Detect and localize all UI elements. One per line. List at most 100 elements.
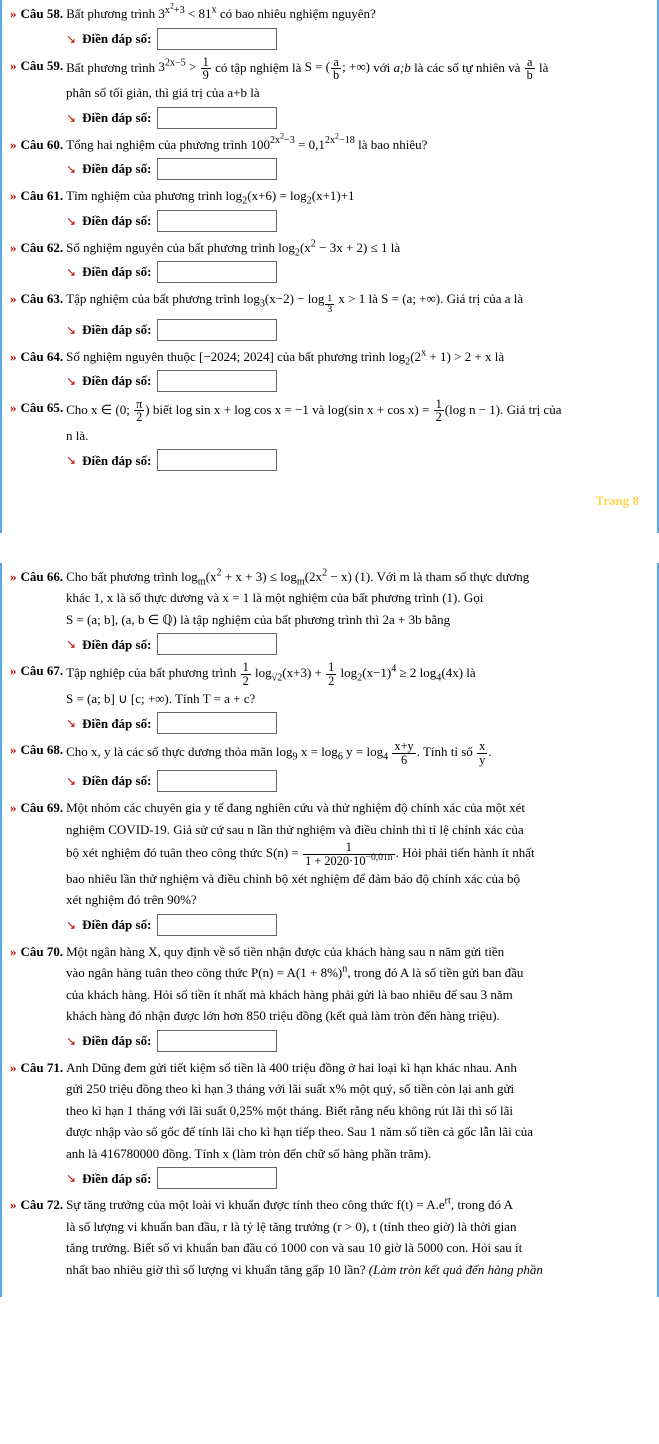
question-head: »Câu 71.Anh Dũng đem gửi tiết kiệm số ti…: [10, 1058, 649, 1078]
answer-arrow-icon: ↘: [66, 212, 76, 230]
question: »Câu 63.Tập nghiệm của bất phương trình …: [10, 289, 649, 340]
answer-arrow-icon: ↘: [66, 635, 76, 653]
question-continuation: n là.: [66, 426, 649, 446]
answer-arrow-icon: ↘: [66, 714, 76, 732]
answer-arrow-icon: ↘: [66, 321, 76, 339]
bullet-icon: »: [10, 56, 17, 76]
question-head: »Câu 70.Một ngân hàng X, quy định về số …: [10, 942, 649, 962]
question-head: »Câu 59.Bất phương trình 32x−5 > 19 có t…: [10, 56, 649, 82]
answer-input[interactable]: [157, 28, 277, 50]
question-continuation: khách hàng đó nhận được lớn hơn 850 triệ…: [66, 1006, 649, 1026]
answer-arrow-icon: ↘: [66, 263, 76, 281]
question-head: »Câu 64.Số nghiệm nguyên thuộc [−2024; 2…: [10, 347, 649, 367]
question: »Câu 70.Một ngân hàng X, quy định về số …: [10, 942, 649, 1052]
question-head: »Câu 66.Cho bất phương trình logm(x2 + x…: [10, 567, 649, 587]
answer-row: ↘ Điền đáp số:: [66, 449, 649, 471]
answer-arrow-icon: ↘: [66, 109, 76, 127]
answer-input[interactable]: [157, 261, 277, 283]
bullet-icon: »: [10, 661, 17, 681]
question-continuation: vào ngân hàng tuân theo công thức P(n) =…: [66, 963, 649, 983]
question: »Câu 67.Tập nghiệp của bất phương trình …: [10, 661, 649, 734]
question-number: Câu 60.: [21, 135, 64, 155]
question-text: Tìm nghiệm của phương trình log2(x+6) = …: [66, 186, 649, 206]
answer-label: Điền đáp số:: [82, 29, 151, 49]
question-head: »Câu 72.Sự tăng trưởng của một loài vi k…: [10, 1195, 649, 1215]
bullet-icon: »: [10, 798, 17, 818]
question-continuation: bao nhiêu lần thử nghiệm và điều chỉnh b…: [66, 869, 649, 889]
question: »Câu 58.Bất phương trình 3x2+3 < 81x có …: [10, 4, 649, 50]
answer-arrow-icon: ↘: [66, 1169, 76, 1187]
answer-arrow-icon: ↘: [66, 372, 76, 390]
question-text: Tập nghiệp của bất phương trình 12 log√2…: [66, 661, 649, 687]
answer-input[interactable]: [157, 158, 277, 180]
question-text: Anh Dũng đem gửi tiết kiệm số tiền là 40…: [66, 1058, 649, 1078]
question: »Câu 69.Một nhóm các chuyên gia y tế đan…: [10, 798, 649, 936]
question-text: Bất phương trình 32x−5 > 19 có tập nghiệ…: [66, 56, 649, 82]
answer-row: ↘Điền đáp số:: [66, 370, 649, 392]
question-text: Cho x ∈ (0; π2) biết log sin x + log cos…: [66, 398, 649, 424]
answer-row: ↘Điền đáp số:: [66, 107, 649, 129]
answer-arrow-icon: ↘: [66, 451, 76, 469]
answer-row: ↘Điền đáp số:: [66, 914, 649, 936]
question-text: Một ngân hàng X, quy định về số tiền nhậ…: [66, 942, 649, 962]
answer-label: Điền đáp số:: [82, 635, 151, 655]
bullet-icon: »: [10, 567, 17, 587]
question-text: Tập nghiệm của bất phương trình log3(x−2…: [66, 289, 649, 314]
question-continuation: theo kì hạn 1 tháng với lãi suất 0,25% m…: [66, 1101, 649, 1121]
bullet-icon: »: [10, 740, 17, 760]
answer-label: Điền đáp số:: [82, 714, 151, 734]
question: »Câu 61.Tìm nghiệm của phương trình log2…: [10, 186, 649, 232]
question-text: Bất phương trình 3x2+3 < 81x có bao nhiê…: [66, 4, 649, 24]
question: »Câu 60.Tổng hai nghiệm của phương trình…: [10, 135, 649, 181]
answer-input[interactable]: [157, 107, 277, 129]
question-continuation: nhất bao nhiêu giờ thì số lượng vi khuẩn…: [66, 1260, 649, 1280]
bullet-icon: »: [10, 398, 17, 418]
question-head: »Câu 68.Cho x, y là các số thực dương th…: [10, 740, 649, 766]
answer-input[interactable]: [157, 210, 277, 232]
answer-input[interactable]: [157, 914, 277, 936]
question-number: Câu 62.: [21, 238, 64, 258]
answer-input[interactable]: [157, 370, 277, 392]
answer-input[interactable]: [157, 633, 277, 655]
question: »Câu 71.Anh Dũng đem gửi tiết kiệm số ti…: [10, 1058, 649, 1190]
answer-row: ↘Điền đáp số:: [66, 1030, 649, 1052]
bullet-icon: »: [10, 1058, 17, 1078]
answer-input[interactable]: [157, 449, 277, 471]
question-continuation: gửi 250 triệu đồng theo kì hạn 3 tháng v…: [66, 1079, 649, 1099]
question-text: Cho bất phương trình logm(x2 + x + 3) ≤ …: [66, 567, 649, 587]
answer-row: ↘Điền đáp số:: [66, 261, 649, 283]
answer-label: Điền đáp số:: [82, 915, 151, 935]
answer-input[interactable]: [157, 1167, 277, 1189]
question-number: Câu 59.: [21, 56, 64, 76]
answer-row: ↘Điền đáp số:: [66, 28, 649, 50]
question: »Câu 66.Cho bất phương trình logm(x2 + x…: [10, 567, 649, 656]
answer-label: Điền đáp số:: [82, 1031, 151, 1051]
question-head: »Câu 67.Tập nghiệp của bất phương trình …: [10, 661, 649, 687]
bullet-icon: »: [10, 186, 17, 206]
question-list-1: »Câu 58.Bất phương trình 3x2+3 < 81x có …: [10, 4, 649, 471]
bullet-icon: »: [10, 238, 17, 258]
question-number: Câu 67.: [21, 661, 64, 681]
bullet-icon: »: [10, 1195, 17, 1215]
question-continuation: xét nghiệm đó trên 90%?: [66, 890, 649, 910]
answer-arrow-icon: ↘: [66, 160, 76, 178]
question-number: Câu 66.: [21, 567, 64, 587]
question: »Câu 59.Bất phương trình 32x−5 > 19 có t…: [10, 56, 649, 129]
answer-row: ↘Điền đáp số:: [66, 158, 649, 180]
answer-label: Điền đáp số:: [82, 771, 151, 791]
answer-label: Điền đáp số:: [82, 451, 151, 471]
answer-input[interactable]: [157, 319, 277, 341]
answer-row: ↘Điền đáp số:: [66, 210, 649, 232]
answer-input[interactable]: [157, 1030, 277, 1052]
question-head: »Câu 65.Cho x ∈ (0; π2) biết log sin x +…: [10, 398, 649, 424]
page-2: »Câu 66.Cho bất phương trình logm(x2 + x…: [0, 563, 659, 1298]
answer-input[interactable]: [157, 770, 277, 792]
question-text: Sự tăng trưởng của một loài vi khuẩn đượ…: [66, 1195, 649, 1215]
question-continuation: bộ xét nghiệm đó tuân theo công thức S(n…: [66, 841, 649, 867]
question-number: Câu 63.: [21, 289, 64, 309]
question-text: Một nhóm các chuyên gia y tế đang nghiên…: [66, 798, 649, 818]
question-head: »Câu 63.Tập nghiệm của bất phương trình …: [10, 289, 649, 314]
question-continuation: S = (a; b] ∪ [c; +∞). Tính T = a + c?: [66, 689, 649, 709]
answer-input[interactable]: [157, 712, 277, 734]
bullet-icon: »: [10, 347, 17, 367]
